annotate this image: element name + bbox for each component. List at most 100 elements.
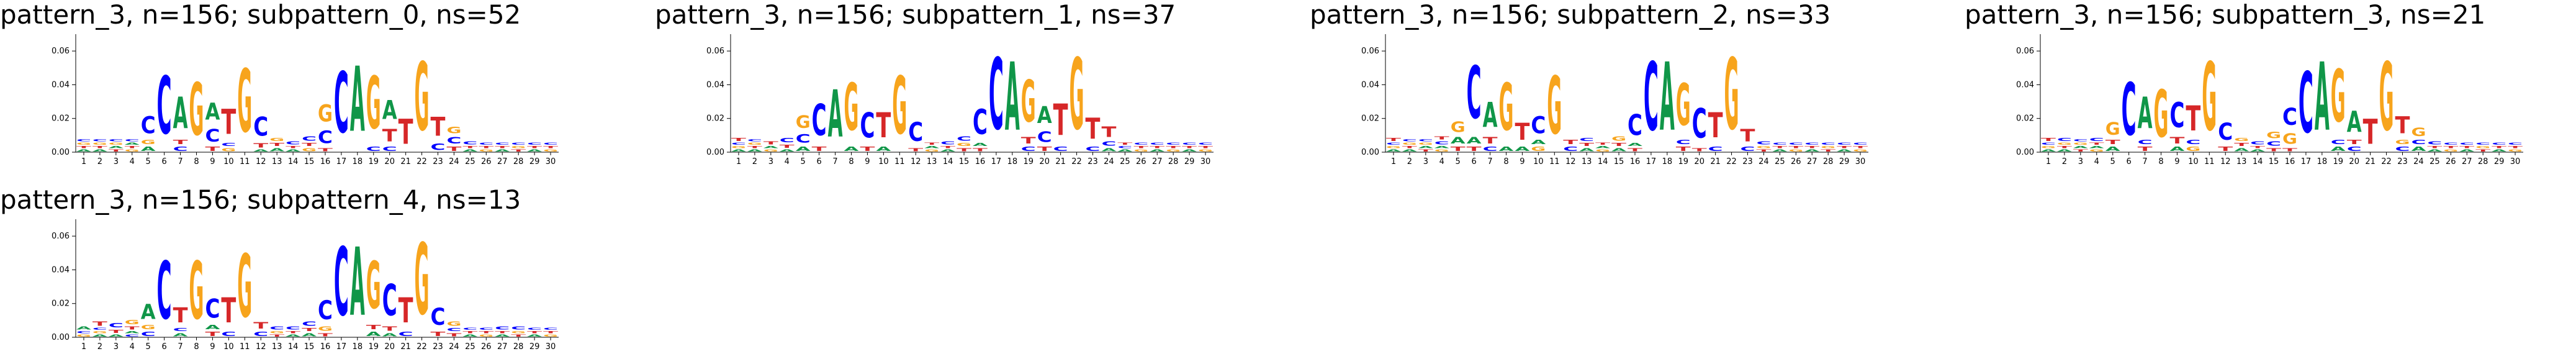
logo-letter-glyph: A [350,228,365,337]
logo-letter-G: G [125,319,140,326]
logo-letter-glyph: C [1741,145,1755,152]
logo-letter-glyph: G [302,147,317,152]
logo-letter-G: G [2475,145,2490,148]
logo-letter-glyph: T [2138,145,2153,152]
logo-letter-T: T [446,332,462,337]
logo-letter-glyph: T [1021,135,1037,145]
logo-letter-T: T [253,142,269,149]
logo-letter-C: C [2218,119,2233,145]
logo-letter-glyph: A [1515,146,1529,153]
logo-letter-A: A [1434,145,1449,148]
x-tick-label: 2 [97,157,102,166]
x-tick-label: 24 [449,157,459,166]
logo-letter-glyph: T [2475,149,2490,152]
x-tick-label: 22 [2381,157,2392,166]
logo-letter-glyph: T [269,142,285,147]
logo-letter-C: C [92,139,107,142]
logo-letter-glyph: T [366,324,382,331]
logo-letter-glyph: T [495,145,510,148]
y-tick-label: 0.00 [52,333,70,342]
logo-letter-C: C [2427,140,2442,145]
logo-letter-C: C [495,142,510,145]
logo-letter-C: C [1434,140,1449,145]
logo-letter-glyph: G [189,68,204,152]
logo-letter-T: T [1692,147,1708,152]
logo-letter-glyph: A [2057,149,2072,152]
logo-letter-A: A [1150,149,1164,152]
logo-letter-A: A [1660,43,1675,152]
logo-letter-glyph: C [527,327,542,330]
logo-letter-G: G [269,137,284,142]
logo-letter-glyph: A [462,334,477,337]
logo-letter-T: T [92,145,107,148]
logo-letter-glyph: A [1611,147,1627,152]
logo-letter-G: G [92,330,107,334]
logo-letter-T: T [1386,137,1402,142]
logo-letter-C: C [1756,140,1771,145]
logo-letter-C: C [92,327,107,330]
x-tick-label: 24 [1104,157,1114,166]
logo-letter-glyph: T [1133,145,1148,148]
logo-letter-T: T [2266,147,2282,152]
logo-letter-glyph: A [350,47,365,152]
logo-letter-T: T [479,145,493,148]
logo-letter-glyph: C [253,112,268,142]
logo-letter-glyph: A [2250,149,2265,152]
logo-letter-glyph: G [318,325,333,332]
logo-letter-C: C [1483,145,1498,152]
logo-letter-T: T [109,149,124,152]
logo-letter-C: C [253,330,268,337]
logo-letter-glyph: G [1531,146,1546,153]
logo-letter-T: T [876,105,891,145]
x-tick-label: 8 [194,157,199,166]
logo-letter-glyph: G [511,330,526,334]
logo-letter-glyph: G [141,139,156,146]
logo-letter-C: C [76,330,91,334]
logo-letter-glyph: A [1531,139,1546,146]
logo-letter-glyph: T [511,334,526,337]
logo-letter-A: A [1531,139,1546,146]
x-tick-label: 30 [546,342,556,352]
logo-letter-glyph: G [957,142,971,147]
logo-letter-T: T [1611,142,1627,147]
logo-letter-T: T [479,330,493,334]
logo-letter-C: C [1198,142,1213,145]
logo-letter-glyph: G [366,61,381,145]
y-tick-label: 0.04 [1361,80,1379,89]
logo-letter-C: C [2411,139,2426,145]
logo-letter-glyph: T [1467,145,1482,152]
logo-letter-T: T [860,145,875,152]
x-tick-label: 25 [1775,157,1785,166]
x-tick-label: 14 [2253,157,2263,166]
logo-letter-T: T [253,320,269,330]
logo-letter-G: G [2089,149,2104,152]
logo-letter-glyph: A [1182,149,1197,152]
logo-letter-glyph: T [1117,142,1132,145]
logo-letter-glyph: G [125,319,140,326]
logo-letter-glyph: G [415,43,430,152]
logo-letter-C: C [173,327,188,332]
logo-letter-glyph: C [1676,139,1691,145]
x-tick-label: 27 [1807,157,1817,166]
logo-letter-C: C [125,139,140,142]
x-tick-label: 9 [210,342,215,352]
x-tick-label: 1 [1391,157,1396,166]
x-tick-label: 1 [2046,157,2051,166]
logo-letter-glyph: A [2138,88,2153,139]
logo-letter-C: C [157,245,172,337]
logo-letter-glyph: G [237,237,252,337]
logo-letter-C: C [1676,139,1691,145]
logo-letter-glyph: T [1579,142,1595,147]
logo-panel-subpattern-3: pattern_3, n=156; subpattern_3, ns=21 0.… [1965,0,2576,174]
logo-letter-glyph: C [382,275,397,325]
logo-letter-glyph: G [1676,72,1691,139]
logo-letter-glyph: G [2154,78,2169,153]
logo-letter-T: T [1756,149,1771,152]
logo-letter-A: A [2331,146,2346,153]
logo-letter-glyph: T [2347,139,2362,146]
logo-letter-A: A [173,332,189,337]
x-tick-label: 8 [2158,157,2163,166]
x-tick-label: 19 [1678,157,1688,166]
logo-letter-glyph: A [76,325,92,330]
logo-letter-glyph: C [446,327,461,332]
